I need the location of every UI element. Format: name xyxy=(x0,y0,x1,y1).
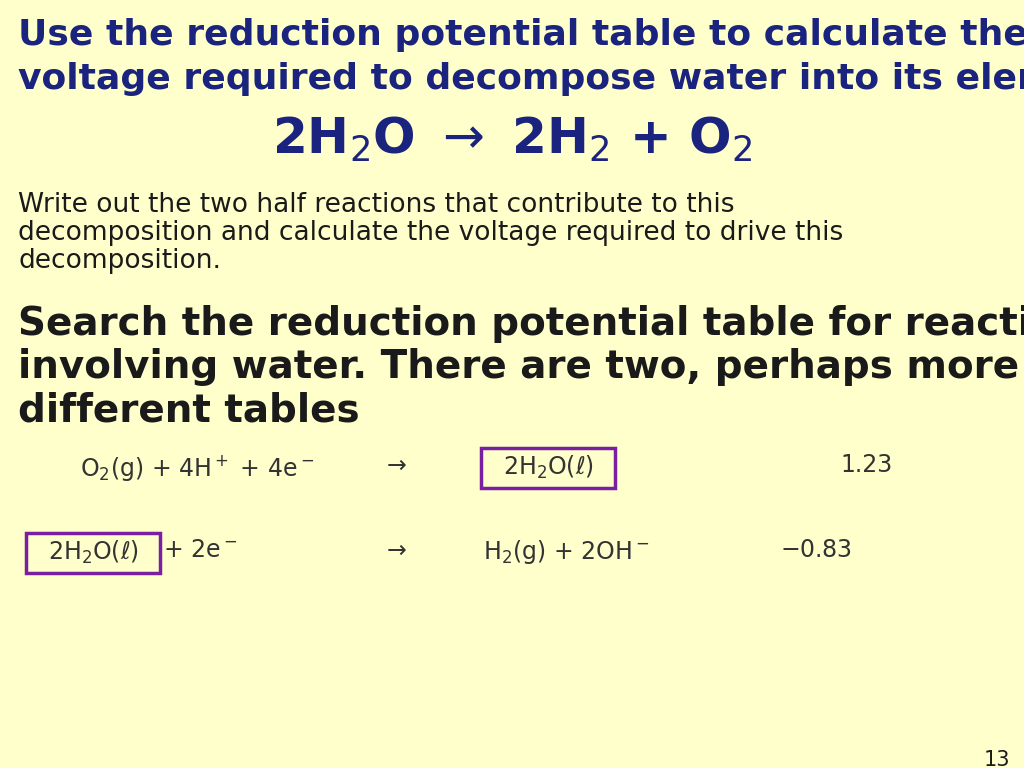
Text: + 2e$^-$: + 2e$^-$ xyxy=(163,538,238,562)
Text: 1.23: 1.23 xyxy=(840,453,892,477)
Text: 2H$_2$O($\ell$): 2H$_2$O($\ell$) xyxy=(47,539,138,566)
Text: decomposition and calculate the voltage required to drive this: decomposition and calculate the voltage … xyxy=(18,220,843,246)
Text: $-$0.83: $-$0.83 xyxy=(780,538,852,562)
Text: Search the reduction potential table for reactions: Search the reduction potential table for… xyxy=(18,305,1024,343)
Text: 2H$_2$O $\rightarrow$ 2H$_2$ + O$_2$: 2H$_2$O $\rightarrow$ 2H$_2$ + O$_2$ xyxy=(271,115,753,164)
Text: $\rightarrow$: $\rightarrow$ xyxy=(382,453,408,477)
FancyBboxPatch shape xyxy=(481,448,615,488)
FancyBboxPatch shape xyxy=(26,533,160,573)
Text: Write out the two half reactions that contribute to this: Write out the two half reactions that co… xyxy=(18,192,734,218)
Text: involving water. There are two, perhaps more on: involving water. There are two, perhaps … xyxy=(18,348,1024,386)
Text: decomposition.: decomposition. xyxy=(18,248,221,274)
Text: O$_2$(g) + 4H$^+$ + 4e$^-$: O$_2$(g) + 4H$^+$ + 4e$^-$ xyxy=(80,453,314,483)
Text: 2H$_2$O($\ell$): 2H$_2$O($\ell$) xyxy=(503,454,594,482)
Text: H$_2$(g) + 2OH$^-$: H$_2$(g) + 2OH$^-$ xyxy=(483,538,649,566)
Text: Use the reduction potential table to calculate the: Use the reduction potential table to cal… xyxy=(18,18,1024,52)
Text: 13: 13 xyxy=(983,750,1010,768)
Text: $\rightarrow$: $\rightarrow$ xyxy=(382,538,408,562)
Text: voltage required to decompose water into its elements.: voltage required to decompose water into… xyxy=(18,62,1024,96)
Text: different tables: different tables xyxy=(18,391,359,429)
